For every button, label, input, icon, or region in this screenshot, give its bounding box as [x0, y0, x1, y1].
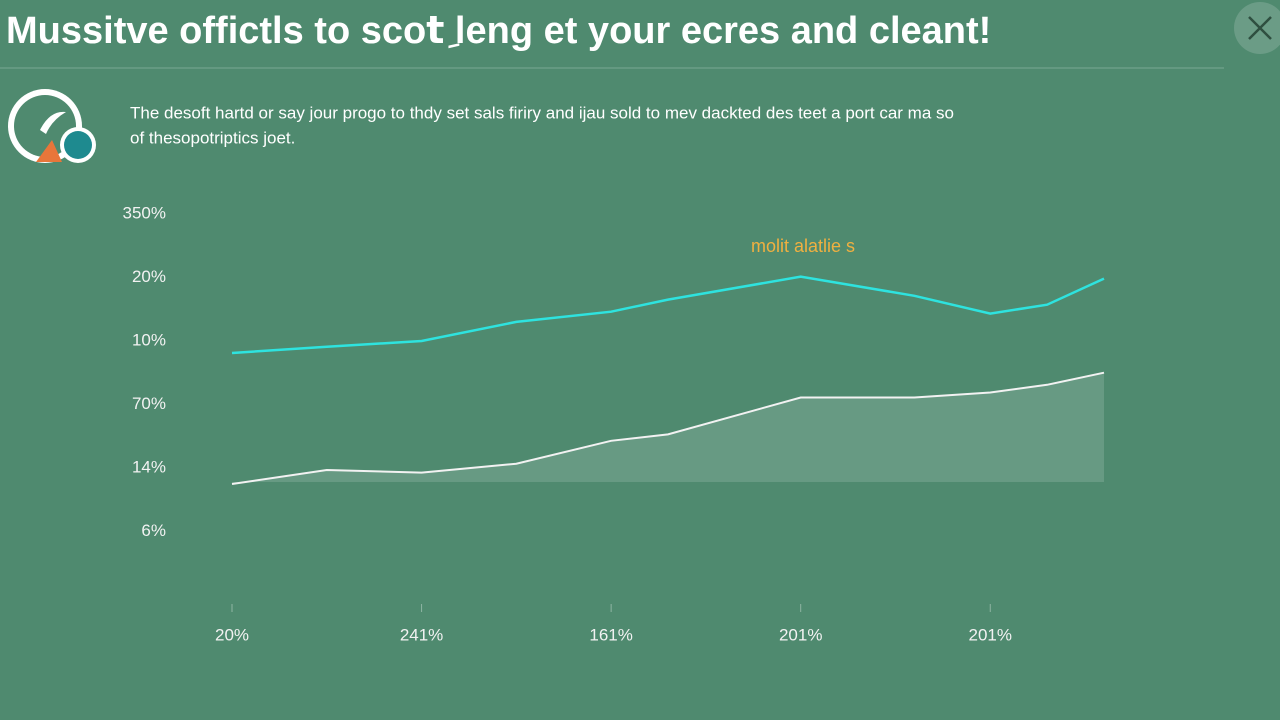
line — [231, 275, 1105, 355]
icon-leaf — [40, 111, 66, 134]
close-icon[interactable] — [1248, 16, 1272, 40]
y-tick-label: 6% — [141, 521, 166, 540]
y-tick-label: 70% — [132, 394, 166, 413]
subtitle-line: of thesopotriptics joet. — [130, 128, 295, 147]
x-tick-label: 201% — [969, 625, 1012, 644]
x-tick-label: 241% — [400, 625, 443, 644]
x-tick-label: 201% — [779, 625, 822, 644]
y-tick-label: 20% — [132, 267, 166, 286]
icon-triangle — [36, 140, 62, 162]
close-circle[interactable] — [1234, 2, 1280, 54]
icon — [8, 89, 96, 163]
x-tick-label: 20% — [215, 625, 249, 644]
subtitle-line: The desoft hartd or say jour progo to th… — [130, 103, 954, 122]
chart-title: Mussitve offictls to scotِ leng et your … — [6, 10, 991, 52]
y-tick-label: 14% — [132, 458, 166, 477]
annotation: molit alatlie s — [751, 236, 855, 256]
area — [232, 372, 1104, 484]
line — [231, 371, 1105, 485]
y-tick-label: 10% — [132, 330, 166, 349]
y-tick-label: 350% — [123, 203, 166, 222]
x-tick-label: 161% — [589, 625, 632, 644]
icon-badge-inner — [64, 131, 92, 159]
close-button[interactable] — [1234, 2, 1280, 54]
